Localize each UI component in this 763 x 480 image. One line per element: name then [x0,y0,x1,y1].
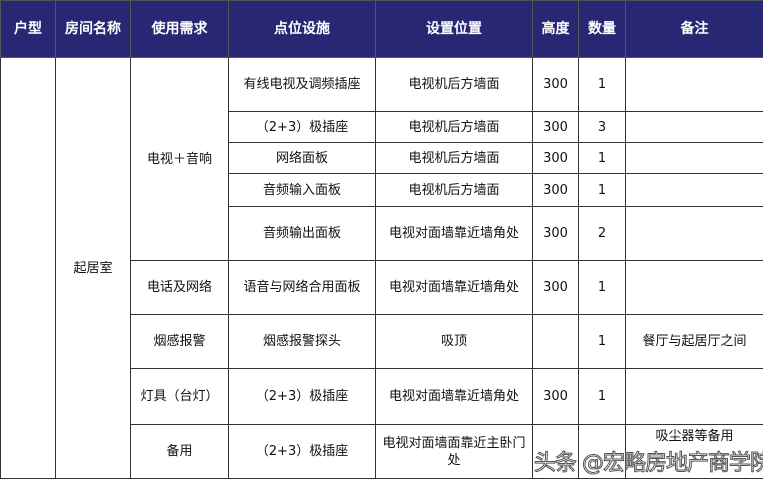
table-row: 备用 （2+3）极插座 电视对面墙面靠近主卧门处 吸尘器等备用 [1,424,763,479]
facility-cell: （2+3）极插座 [228,111,376,143]
note-cell [625,111,763,143]
note-cell: 餐厅与起居厅之间 [625,314,763,369]
location-cell: 电视机后方墙面 [375,173,533,207]
height-cell: 300 [532,111,579,143]
height-cell [532,314,579,369]
qty-cell: 1 [578,57,626,112]
watermark: 头条 @宏略房地产商学院 [534,451,763,476]
location-cell: 吸顶 [375,314,533,369]
need-cell: 备用 [130,424,229,479]
need-cell: 电话及网络 [130,260,229,315]
header-room: 房间名称 [55,0,131,58]
room-cell: 起居室 [55,57,131,479]
height-cell: 300 [532,206,579,261]
qty-cell: 1 [578,260,626,315]
facility-cell: 音频输入面板 [228,173,376,207]
header-note: 备注 [625,0,763,58]
facility-cell: （2+3）极插座 [228,424,376,479]
unit-type-cell [0,57,56,479]
height-cell: 300 [532,142,579,174]
note-cell [625,57,763,112]
header-height: 高度 [532,0,579,58]
header-row: 户型 房间名称 使用需求 点位设施 设置位置 高度 数量 备注 [0,0,763,58]
location-cell: 电视机后方墙面 [375,142,533,174]
table-row: 电话及网络 语音与网络合用面板 电视对面墙靠近墙角处 300 1 [1,260,763,315]
table-row: 起居室 电视＋音响 有线电视及调频插座 电视机后方墙面 300 1 [0,57,763,479]
header-unit-type: 户型 [0,0,56,58]
location-cell: 电视机后方墙面 [375,111,533,143]
location-cell: 电视对面墙靠近墙角处 [375,260,533,315]
facility-cell: 音频输出面板 [228,206,376,261]
facility-cell: 有线电视及调频插座 [228,57,376,112]
note-cell [625,142,763,174]
header-qty: 数量 [578,0,626,58]
qty-cell: 1 [578,142,626,174]
height-cell: 300 [532,368,579,425]
facility-cell: 烟感报警探头 [228,314,376,369]
facility-cell: 网络面板 [228,142,376,174]
header-location: 设置位置 [375,0,533,58]
need-cell: 电视＋音响 [130,57,229,261]
location-cell: 电视对面墙靠近墙角处 [375,206,533,261]
qty-cell: 3 [578,111,626,143]
height-cell: 300 [532,173,579,207]
height-cell: 300 [532,260,579,315]
facility-cell: 语音与网络合用面板 [228,260,376,315]
note-cell [625,206,763,261]
qty-cell: 1 [578,314,626,369]
header-need: 使用需求 [130,0,229,58]
header-facility: 点位设施 [228,0,376,58]
note-cell [625,173,763,207]
table-row: （2+3）极插座 电视机后方墙面 300 3 [1,111,763,143]
need-cell: 烟感报警 [130,314,229,369]
table-row: 音频输入面板 电视机后方墙面 300 1 [1,173,763,207]
facility-cell: （2+3）极插座 [228,368,376,425]
note-cell: 吸尘器等备用 [625,424,763,479]
table-row: 灯具（台灯） （2+3）极插座 电视对面墙靠近墙角处 300 1 [1,368,763,425]
need-cell: 灯具（台灯） [130,368,229,425]
location-cell: 电视对面墙靠近墙角处 [375,368,533,425]
location-cell: 电视对面墙面靠近主卧门处 [375,424,533,479]
qty-cell: 2 [578,206,626,261]
qty-cell: 1 [578,173,626,207]
height-cell: 300 [532,57,579,112]
qty-cell: 1 [578,368,626,425]
qty-cell [578,424,626,479]
table-row: 音频输出面板 电视对面墙靠近墙角处 300 2 [1,206,763,261]
note-cell [625,260,763,315]
location-cell: 电视机后方墙面 [375,57,533,112]
note-cell [625,368,763,425]
